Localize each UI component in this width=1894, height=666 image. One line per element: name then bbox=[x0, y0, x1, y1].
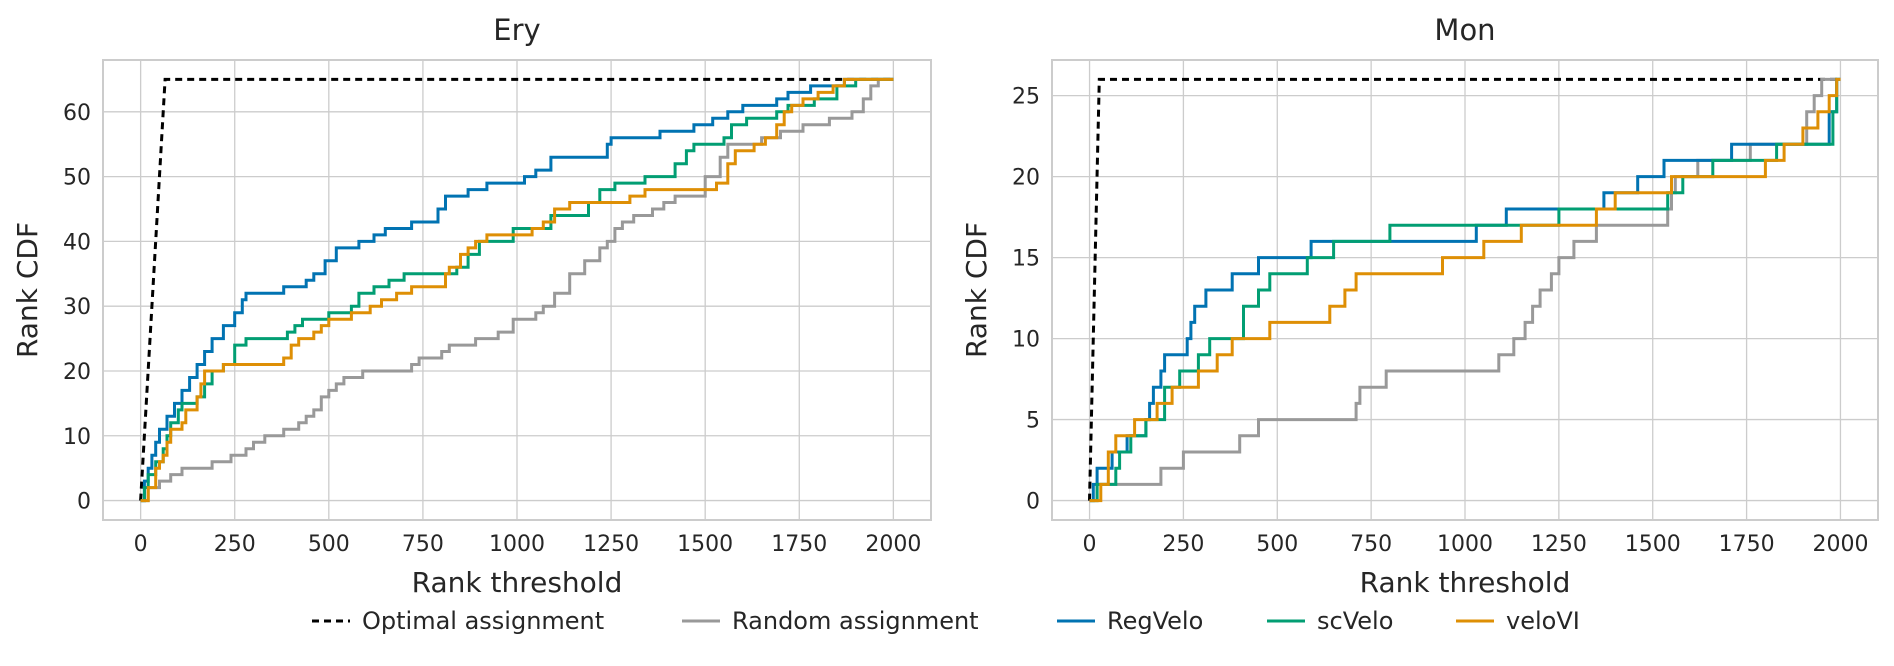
series-line-regvelo bbox=[140, 77, 894, 503]
y-tick-label: 60 bbox=[63, 101, 91, 126]
series-line-scvelo bbox=[140, 77, 894, 503]
legend-label: veloVI bbox=[1506, 607, 1580, 635]
y-tick-label: 20 bbox=[1012, 166, 1040, 191]
x-tick-label: 750 bbox=[402, 532, 444, 557]
x-tick-label: 2000 bbox=[1812, 532, 1868, 557]
x-tick-label: 1250 bbox=[1531, 532, 1587, 557]
panel-mon: 0 250 500 750 1000 1250 1500 1750 2000 0 5 10 15 20 25… bbox=[960, 13, 1879, 599]
y-tick-label: 40 bbox=[63, 230, 91, 255]
x-tick-label: 500 bbox=[1256, 532, 1298, 557]
plot-frame bbox=[1051, 59, 1879, 521]
y-axis-label: Rank CDF bbox=[960, 222, 993, 358]
legend-item-scvelo: scVelo bbox=[1267, 607, 1393, 635]
x-tick-label: 0 bbox=[134, 532, 148, 557]
legend: Optimal assignment Random assignment RegVe… bbox=[312, 607, 1580, 635]
series-line-scvelo bbox=[1089, 77, 1841, 503]
panel-ery: 0 250 500 750 1000 1250 1500 1750 2000 0 10 20 30 40 5… bbox=[11, 13, 932, 599]
legend-item-optimal: Optimal assignment bbox=[312, 607, 604, 635]
legend-label: scVelo bbox=[1317, 607, 1393, 635]
series-line-velovi bbox=[1089, 77, 1841, 503]
plot-frame bbox=[102, 59, 932, 521]
y-tick-label: 20 bbox=[63, 360, 91, 385]
legend-label: Optimal assignment bbox=[362, 607, 604, 635]
x-tick-label: 750 bbox=[1350, 532, 1392, 557]
series-line-optimal bbox=[139, 77, 894, 501]
y-tick-label: 30 bbox=[63, 295, 91, 320]
legend-item-random: Random assignment bbox=[682, 607, 979, 635]
x-tick-label: 250 bbox=[1162, 532, 1204, 557]
legend-label: RegVelo bbox=[1107, 607, 1203, 635]
y-tick-label: 50 bbox=[63, 166, 91, 191]
x-tick-label: 1250 bbox=[583, 532, 639, 557]
y-axis-label: Rank CDF bbox=[11, 222, 44, 358]
panel-title: Mon bbox=[1434, 13, 1495, 47]
x-tick-label: 1750 bbox=[1719, 532, 1775, 557]
series-line-velovi bbox=[140, 77, 894, 503]
y-tick-label: 25 bbox=[1012, 85, 1040, 110]
x-axis-label: Rank threshold bbox=[412, 566, 623, 599]
x-tick-label: 0 bbox=[1083, 532, 1097, 557]
x-tick-label: 2000 bbox=[865, 532, 921, 557]
series-line-optimal bbox=[1088, 77, 1841, 501]
legend-item-velovi: veloVI bbox=[1456, 607, 1580, 635]
y-tick-label: 0 bbox=[1026, 490, 1040, 515]
y-tick-label: 10 bbox=[63, 425, 91, 450]
x-tick-label: 250 bbox=[214, 532, 256, 557]
x-tick-label: 1500 bbox=[1625, 532, 1681, 557]
x-axis-label: Rank threshold bbox=[1360, 566, 1571, 599]
x-tick-label: 1000 bbox=[1437, 532, 1493, 557]
x-tick-label: 1750 bbox=[771, 532, 827, 557]
y-tick-label: 15 bbox=[1012, 247, 1040, 272]
x-tick-label: 500 bbox=[308, 532, 350, 557]
x-tick-label: 1000 bbox=[489, 532, 545, 557]
legend-label: Random assignment bbox=[732, 607, 979, 635]
y-tick-label: 0 bbox=[77, 490, 91, 515]
legend-item-regvelo: RegVelo bbox=[1057, 607, 1203, 635]
x-tick-label: 1500 bbox=[677, 532, 733, 557]
panel-title: Ery bbox=[493, 13, 540, 47]
y-tick-label: 5 bbox=[1026, 409, 1040, 434]
series-line-random bbox=[140, 77, 894, 503]
y-tick-label: 10 bbox=[1012, 328, 1040, 353]
